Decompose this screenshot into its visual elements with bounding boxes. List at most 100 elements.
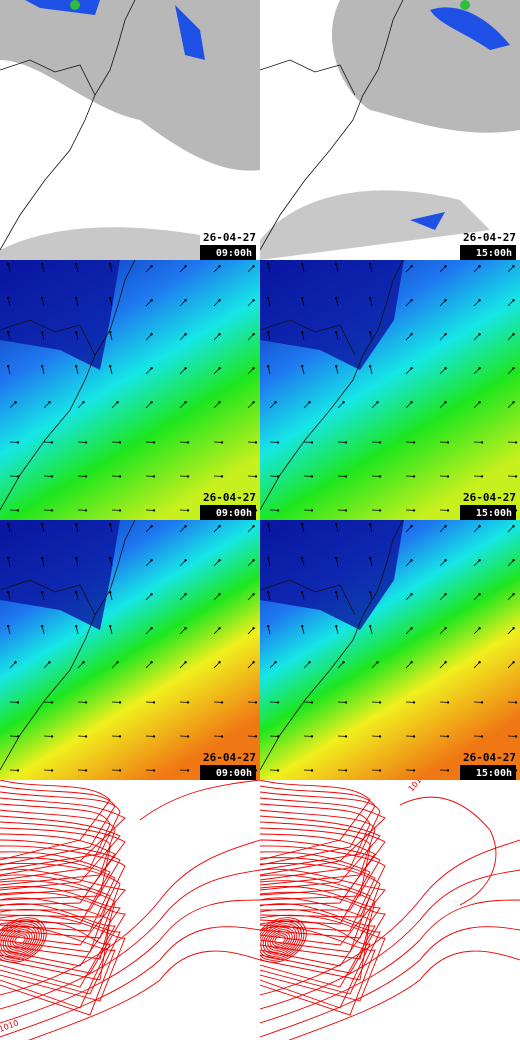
wind-arrow (267, 524, 271, 533)
arrow-head (410, 265, 413, 268)
wind-arrow (269, 401, 276, 409)
arrow-head (14, 661, 17, 664)
coastline (0, 520, 136, 771)
arrow-head (512, 559, 515, 562)
isobar-dense (0, 880, 116, 960)
isobar (399, 796, 497, 906)
date-label: 26-04-27 (203, 231, 256, 244)
wind-arrow (7, 366, 11, 375)
arrow-head (118, 475, 122, 478)
isobar-dense (260, 909, 381, 995)
arrow-head (344, 441, 348, 444)
wind-arrow (179, 401, 186, 409)
wind-arrow (337, 661, 344, 669)
time-box (200, 505, 256, 520)
arrow-head (252, 299, 255, 302)
arrow-head (478, 525, 481, 528)
wind-arrow (77, 401, 84, 409)
isobar-dense (0, 909, 121, 995)
wind-arrow (405, 299, 412, 307)
arrow-head (446, 509, 450, 512)
arrow-head (50, 769, 54, 772)
arrow-head (266, 625, 270, 628)
wind-arrow (145, 333, 152, 341)
arrow-head (16, 769, 20, 772)
isobar-cell (14, 935, 26, 945)
arrow-head (412, 701, 416, 704)
wind-arrow (7, 264, 11, 273)
wind-arrow (267, 298, 271, 307)
isobar-dense (0, 851, 111, 925)
arrow-head (368, 263, 372, 266)
map-panel: 26-04-27 09:00h (0, 260, 260, 520)
wind-arrow (507, 525, 514, 533)
arrow-head (74, 263, 78, 266)
isobar-cell (0, 921, 42, 959)
wind-arrow (41, 524, 45, 533)
arrow-head (40, 331, 44, 334)
isobar-dense (260, 874, 371, 953)
arrow-head (254, 701, 258, 704)
isobar-dense (260, 891, 386, 974)
wind-arrow (267, 332, 271, 341)
time-label: 09:00h (216, 768, 252, 779)
isobar-dense (0, 791, 121, 871)
wind-arrow (247, 265, 254, 273)
isobar-cell (274, 935, 286, 945)
arrow-head (480, 701, 484, 704)
wind-arrow (179, 525, 186, 533)
wind-arrow (145, 627, 152, 635)
isobar (260, 899, 520, 1024)
arrow-head (412, 509, 416, 512)
wind-arrow (267, 592, 271, 601)
arrow-head (376, 401, 379, 404)
isobar-dense (0, 886, 121, 967)
arrow-head (308, 401, 311, 404)
arrow-head (150, 299, 153, 302)
arrow-head (410, 593, 413, 596)
wind-arrow (213, 299, 220, 307)
wind-arrow (405, 265, 412, 273)
isobar-dense (0, 891, 126, 974)
arrow-head (310, 509, 314, 512)
arrow-head (74, 297, 78, 300)
wind-arrow (213, 661, 220, 669)
coastline (0, 260, 136, 511)
isobar-dense (0, 920, 111, 1009)
wind-arrow (213, 593, 220, 601)
arrow-head (108, 557, 112, 560)
arrow-head (368, 557, 372, 560)
arrow-head (444, 367, 447, 370)
arrow-head (478, 333, 481, 336)
wind-arrow (7, 558, 11, 567)
isobar-dense (0, 914, 126, 1002)
isobar-dense (260, 815, 381, 891)
wind-arrow (335, 366, 339, 375)
wind-arrow (473, 593, 480, 601)
arrow-head (300, 331, 304, 334)
wind-arrow (335, 264, 339, 273)
arrow-head (412, 475, 416, 478)
arrow-head (266, 331, 270, 334)
isobar-dense (0, 874, 111, 953)
arrow-head (274, 661, 277, 664)
wind-arrow (337, 401, 344, 409)
arrow-head (252, 367, 255, 370)
arrow-head (478, 401, 481, 404)
arrow-head (116, 661, 119, 664)
arrow-head (184, 559, 187, 562)
arrow-head (480, 441, 484, 444)
wind-arrow (213, 401, 220, 409)
wind-arrow (507, 299, 514, 307)
wind-arrow (335, 298, 339, 307)
isobar (0, 926, 260, 1038)
arrow-head (310, 735, 314, 738)
wind-arrow (507, 333, 514, 341)
low-zone (260, 520, 404, 630)
wind-arrow (77, 661, 84, 669)
arrow-head (184, 593, 187, 596)
wind-arrow (145, 559, 152, 567)
arrow-head (300, 625, 304, 628)
map-panel: 26-04-27 15:00h (260, 260, 520, 520)
isobar (28, 950, 260, 1040)
